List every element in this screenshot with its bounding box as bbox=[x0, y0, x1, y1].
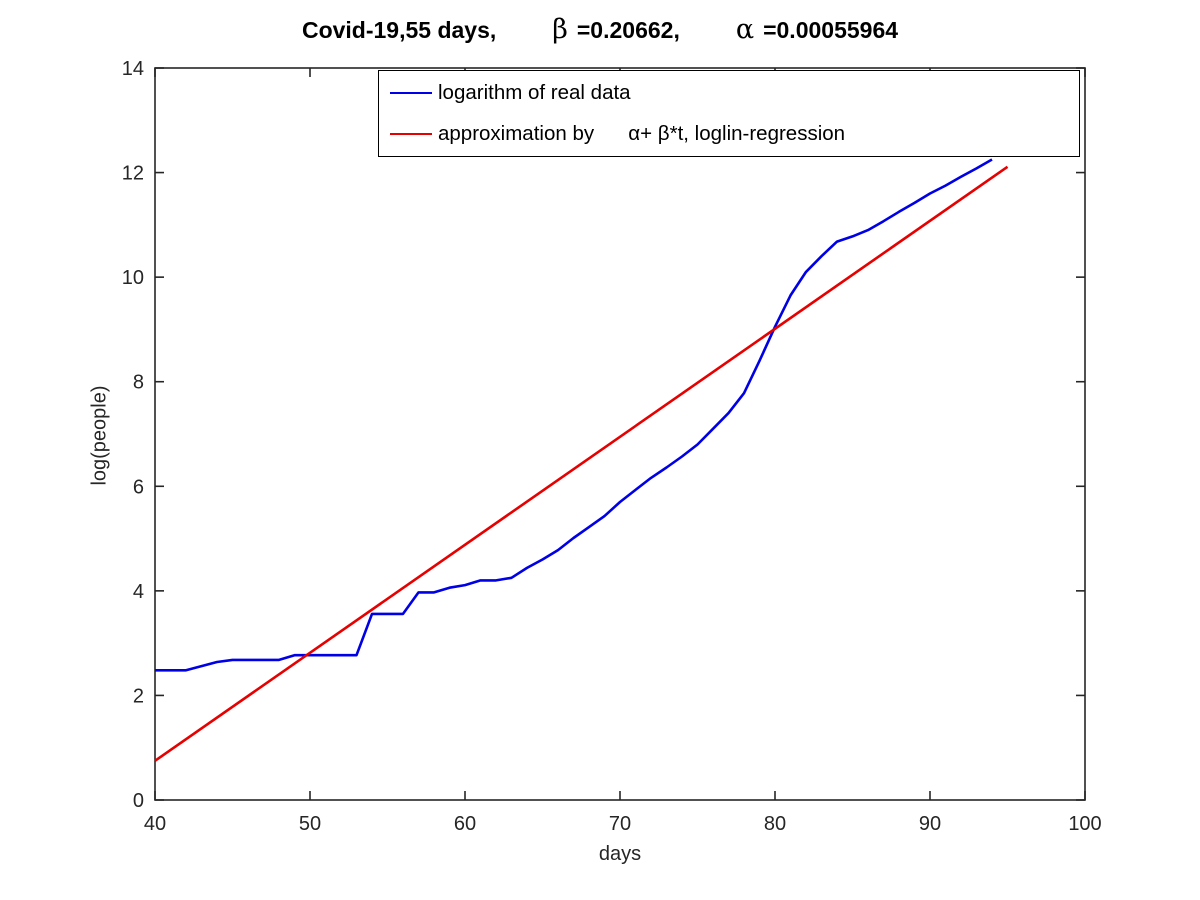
legend-label: approximation by α+ β*t, loglin-regressi… bbox=[438, 122, 846, 145]
x-tick-label: 80 bbox=[764, 813, 786, 835]
y-tick-label: 12 bbox=[122, 163, 144, 185]
axes-frame bbox=[154, 67, 1086, 801]
legend-line-sample-blue bbox=[390, 92, 432, 94]
chart-title-text: Covid-19,55 days, bbox=[301, 17, 497, 43]
y-tick-label: 4 bbox=[133, 581, 144, 603]
x-tick-label: 70 bbox=[609, 813, 631, 835]
x-tick-label: 60 bbox=[454, 813, 476, 835]
x-axis-label: days bbox=[598, 843, 642, 865]
series-line-0 bbox=[155, 158, 993, 672]
y-tick-label: 0 bbox=[133, 790, 144, 812]
y-tick-label: 2 bbox=[133, 685, 144, 707]
y-axis-label: log(people) bbox=[88, 385, 111, 486]
y-tick-label: 8 bbox=[133, 372, 144, 394]
x-tick-label: 90 bbox=[919, 813, 941, 835]
legend-box: logarithm of real data approximation by … bbox=[378, 70, 1080, 157]
beta-symbol: β bbox=[552, 14, 568, 45]
alpha-symbol: α bbox=[735, 14, 755, 45]
x-tick-label: 50 bbox=[299, 813, 321, 835]
y-tick-label: 6 bbox=[133, 476, 144, 498]
y-tick-label: 14 bbox=[122, 58, 144, 80]
y-tick-label: 10 bbox=[122, 267, 144, 289]
alpha-value: =0.00055964 bbox=[763, 17, 899, 43]
x-tick-label: 100 bbox=[1068, 813, 1101, 835]
legend-line-sample-red bbox=[390, 133, 432, 135]
legend-item-approximation: approximation by α+ β*t, loglin-regressi… bbox=[379, 115, 1079, 153]
chart-title: Covid-19,55 days, β =0.20662, α =0.00055… bbox=[0, 14, 1200, 54]
legend-item-real-data: logarithm of real data bbox=[379, 74, 1079, 112]
legend-label: logarithm of real data bbox=[438, 81, 631, 104]
series-line-1 bbox=[154, 165, 1009, 762]
x-tick-label: 40 bbox=[144, 813, 166, 835]
beta-value: =0.20662, bbox=[576, 17, 680, 43]
